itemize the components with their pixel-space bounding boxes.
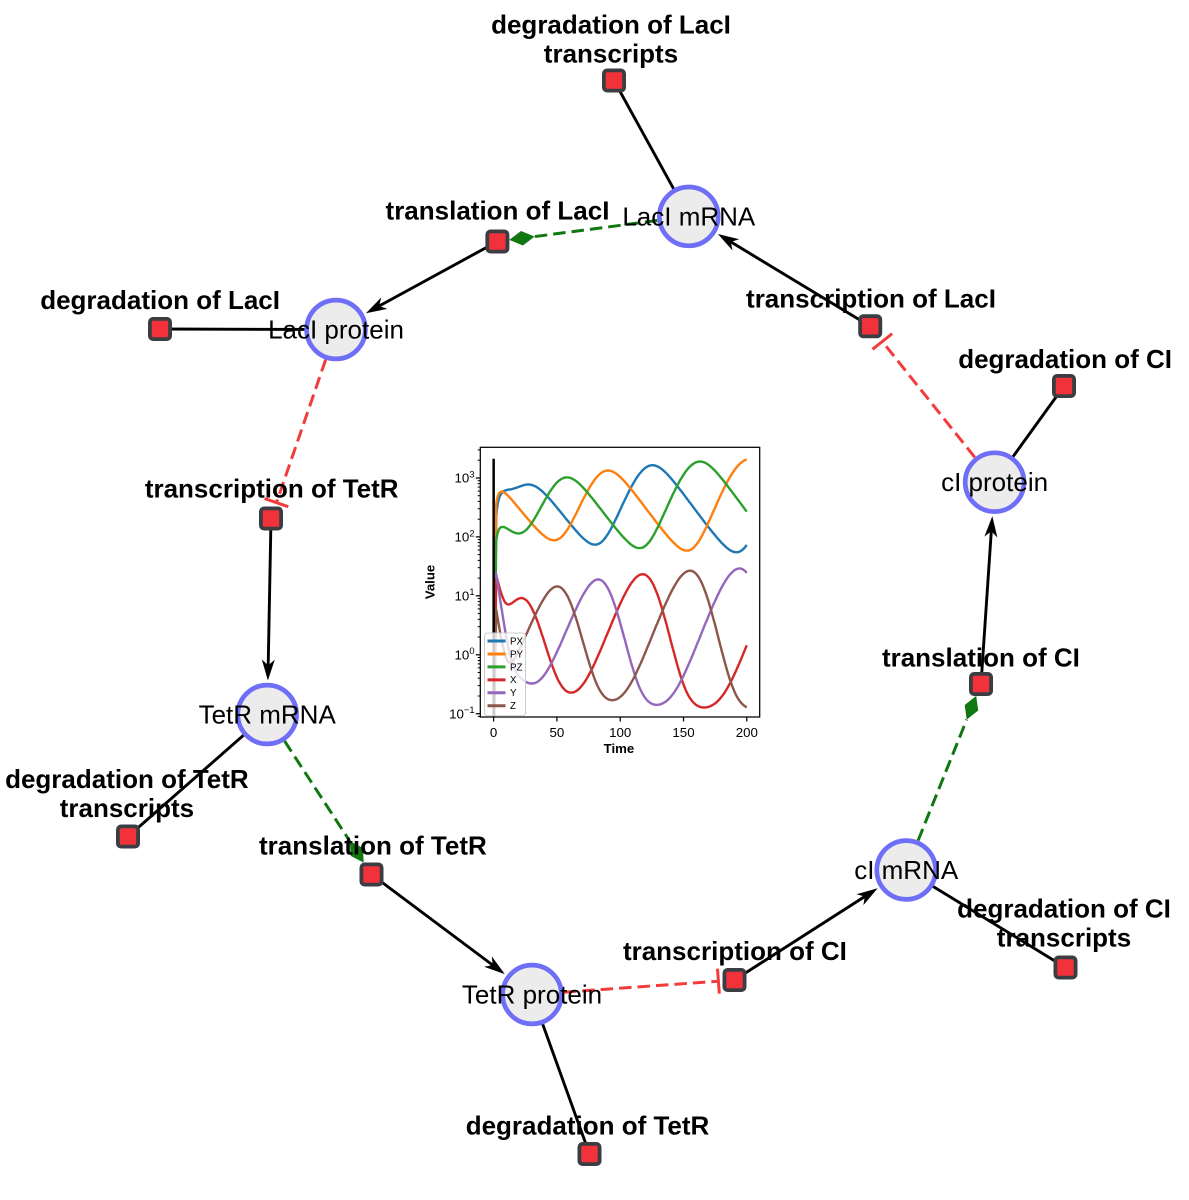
svg-text:degradation of TetR: degradation of TetR — [5, 764, 249, 794]
svg-text:100: 100 — [609, 725, 631, 740]
svg-text:200: 200 — [736, 725, 758, 740]
svg-text:101: 101 — [455, 587, 475, 603]
svg-text:transcription of TetR: transcription of TetR — [145, 473, 399, 503]
svg-text:degradation of LacI: degradation of LacI — [40, 285, 280, 315]
svg-text:10−1: 10−1 — [449, 705, 474, 721]
svg-text:PZ: PZ — [510, 662, 523, 673]
svg-text:transcription of CI: transcription of CI — [623, 936, 847, 966]
svg-text:degradation of CI: degradation of CI — [957, 893, 1171, 923]
svg-text:degradation of CI: degradation of CI — [958, 344, 1172, 374]
svg-text:100: 100 — [455, 646, 475, 662]
svg-text:Y: Y — [510, 688, 517, 699]
svg-text:degradation of TetR: degradation of TetR — [466, 1111, 710, 1141]
svg-text:degradation of LacI: degradation of LacI — [491, 10, 731, 40]
svg-text:103: 103 — [455, 469, 475, 485]
svg-text:PX: PX — [510, 636, 524, 647]
svg-text:cI mRNA: cI mRNA — [854, 855, 959, 885]
svg-text:cI protein: cI protein — [941, 467, 1048, 497]
svg-text:Time: Time — [604, 741, 635, 756]
svg-text:transcripts: transcripts — [997, 922, 1131, 952]
svg-text:transcription of LacI: transcription of LacI — [746, 284, 996, 314]
svg-text:150: 150 — [672, 725, 694, 740]
svg-text:102: 102 — [455, 528, 475, 544]
svg-text:transcripts: transcripts — [544, 39, 678, 69]
svg-text:translation of CI: translation of CI — [882, 642, 1080, 672]
svg-text:Value: Value — [423, 565, 438, 599]
svg-text:PY: PY — [510, 649, 524, 660]
svg-text:TetR protein: TetR protein — [462, 980, 602, 1010]
svg-text:X: X — [510, 675, 517, 686]
svg-text:LacI protein: LacI protein — [268, 315, 404, 345]
svg-text:0: 0 — [490, 725, 497, 740]
svg-text:TetR mRNA: TetR mRNA — [199, 700, 337, 730]
svg-text:transcripts: transcripts — [60, 793, 194, 823]
svg-text:translation of LacI: translation of LacI — [386, 196, 610, 226]
svg-text:translation of TetR: translation of TetR — [259, 831, 487, 861]
svg-text:LacI mRNA: LacI mRNA — [622, 201, 756, 231]
svg-text:Z: Z — [510, 701, 516, 712]
svg-text:50: 50 — [550, 725, 565, 740]
